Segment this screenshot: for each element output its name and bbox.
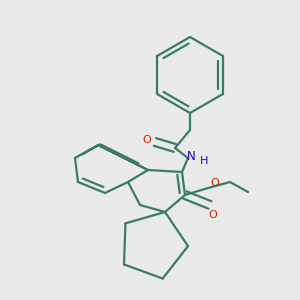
Text: O: O — [211, 178, 219, 188]
Text: O: O — [208, 210, 217, 220]
Text: N: N — [187, 149, 195, 163]
Text: H: H — [200, 156, 208, 166]
Text: O: O — [142, 135, 152, 145]
